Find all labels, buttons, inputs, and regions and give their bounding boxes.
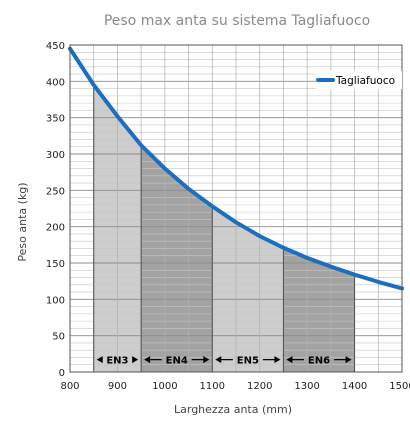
x-tick-label: 1500 (389, 381, 410, 392)
region-arrow-head-right (345, 356, 352, 364)
region-arrow-head-left (144, 356, 151, 364)
legend: Tagliafuoco (316, 71, 402, 89)
plot-frame (69, 44, 403, 373)
region-arrow-head-right (203, 356, 210, 364)
plot-area: EN3 EN4 EN5 EN6 0 50 100 150 200 250 300 350 400 450 8… (46, 41, 410, 392)
chart-title: Peso max anta su sistema Tagliafuoco (104, 13, 370, 29)
legend-label: Tagliafuoco (335, 75, 395, 87)
y-tick-label: 150 (46, 259, 65, 270)
y-axis-title: Peso anta (kg) (16, 182, 29, 261)
x-tick-label: 1200 (247, 381, 272, 392)
x-tick-label: 1000 (152, 381, 177, 392)
region-arrow-head-left (215, 356, 222, 364)
region-label-en5: EN5 (237, 356, 259, 367)
y-tick-label: 100 (46, 295, 65, 306)
y-tick-label: 400 (46, 77, 65, 88)
y-tick-label: 350 (46, 114, 65, 125)
x-tick-label: 1100 (200, 381, 225, 392)
y-tick-label: 50 (52, 332, 65, 343)
x-tick-label: 800 (60, 381, 79, 392)
y-tick-label: 250 (46, 186, 65, 197)
region-arrow-head-left (96, 356, 103, 364)
region-arrow-head-right (274, 356, 281, 364)
x-tick-label: 900 (108, 381, 127, 392)
legend-box (316, 71, 402, 89)
region-label-en6: EN6 (308, 356, 330, 367)
region-en6 (283, 247, 355, 372)
y-tick-label: 450 (46, 41, 65, 52)
y-tick-label: 300 (46, 150, 65, 161)
x-tick-label: 1300 (294, 381, 319, 392)
series-line-tagliafuoco (68, 46, 404, 291)
x-tick-label: 1400 (342, 381, 367, 392)
region-label-en4: EN4 (166, 356, 188, 367)
y-tick-label: 0 (59, 368, 65, 379)
region-arrow-head-right (132, 356, 139, 364)
region-en4 (141, 145, 213, 372)
region-label-en3: EN3 (106, 356, 128, 367)
y-tick-label: 200 (46, 223, 65, 234)
x-axis-title: Larghezza anta (mm) (174, 403, 292, 416)
region-en5 (212, 206, 284, 372)
region-arrow-head-left (286, 356, 293, 364)
